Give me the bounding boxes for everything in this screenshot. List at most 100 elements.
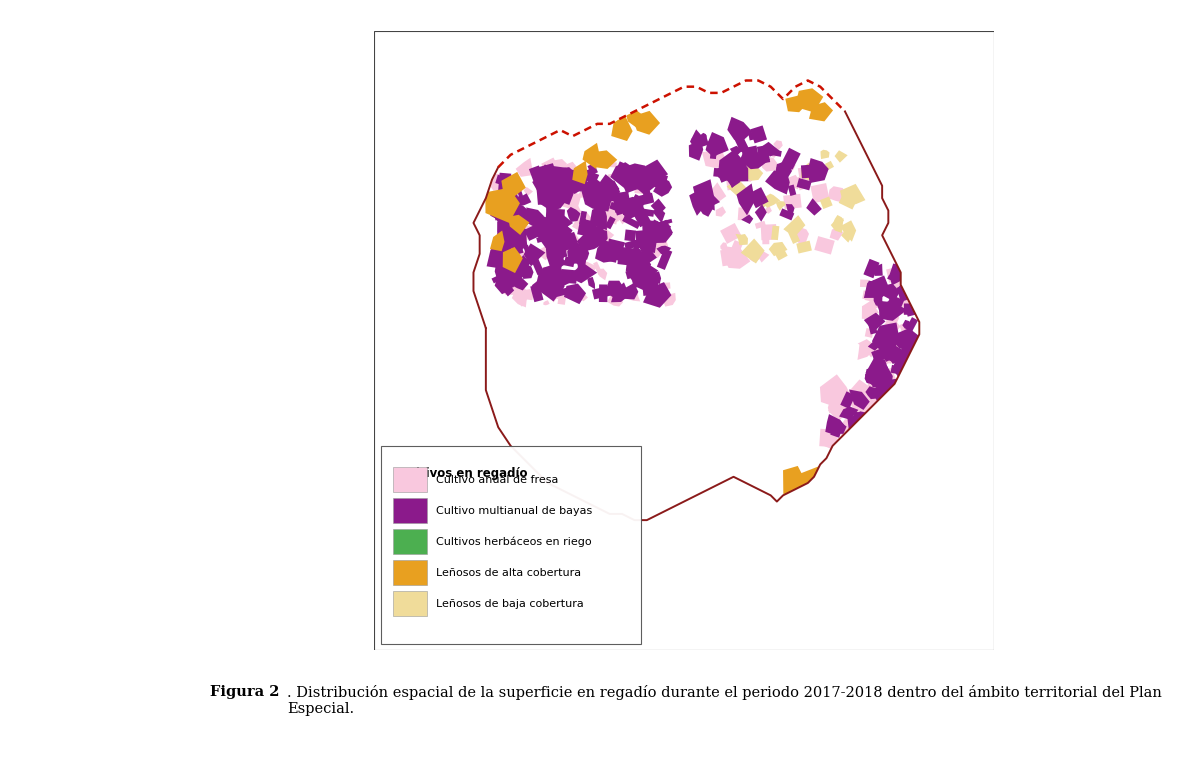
Polygon shape: [866, 377, 888, 398]
Polygon shape: [545, 221, 552, 232]
Polygon shape: [499, 179, 515, 183]
Polygon shape: [581, 177, 612, 211]
Polygon shape: [625, 110, 648, 128]
Polygon shape: [852, 447, 883, 468]
Polygon shape: [580, 293, 588, 301]
Polygon shape: [553, 159, 568, 169]
Polygon shape: [606, 281, 624, 300]
Polygon shape: [580, 211, 587, 225]
Polygon shape: [556, 235, 563, 245]
Polygon shape: [700, 190, 720, 209]
Polygon shape: [744, 165, 763, 180]
Polygon shape: [623, 283, 638, 300]
Polygon shape: [642, 221, 659, 240]
Polygon shape: [500, 197, 510, 204]
Polygon shape: [655, 204, 662, 218]
Polygon shape: [624, 239, 640, 250]
Polygon shape: [722, 163, 743, 188]
Polygon shape: [550, 295, 557, 303]
Polygon shape: [625, 197, 641, 208]
Polygon shape: [584, 180, 593, 193]
Polygon shape: [595, 229, 607, 245]
Polygon shape: [515, 212, 533, 229]
Polygon shape: [523, 245, 532, 258]
Polygon shape: [588, 163, 598, 175]
Polygon shape: [840, 184, 865, 204]
Polygon shape: [485, 188, 520, 223]
Polygon shape: [487, 241, 512, 269]
Polygon shape: [575, 174, 587, 187]
Polygon shape: [638, 268, 653, 281]
Polygon shape: [508, 214, 529, 235]
Polygon shape: [499, 175, 508, 186]
Polygon shape: [773, 140, 782, 152]
Polygon shape: [523, 225, 534, 234]
Polygon shape: [853, 422, 871, 440]
Polygon shape: [713, 168, 727, 178]
Polygon shape: [865, 344, 877, 358]
Polygon shape: [862, 300, 878, 320]
Polygon shape: [882, 418, 892, 425]
Polygon shape: [780, 179, 787, 190]
Polygon shape: [702, 150, 726, 168]
Polygon shape: [608, 216, 619, 223]
Polygon shape: [901, 341, 910, 350]
Polygon shape: [690, 129, 707, 152]
Polygon shape: [542, 221, 572, 242]
Polygon shape: [820, 375, 851, 411]
Polygon shape: [796, 88, 823, 112]
Polygon shape: [512, 229, 527, 251]
Polygon shape: [596, 269, 607, 280]
Polygon shape: [521, 263, 534, 279]
Polygon shape: [659, 228, 672, 243]
Polygon shape: [829, 226, 844, 241]
Polygon shape: [710, 142, 718, 159]
Bar: [374, 31, 994, 650]
Text: Cultivo multianual de bayas: Cultivo multianual de bayas: [437, 506, 593, 515]
Polygon shape: [648, 222, 655, 229]
Polygon shape: [785, 95, 805, 112]
Polygon shape: [506, 205, 534, 224]
Polygon shape: [840, 447, 852, 463]
Polygon shape: [494, 261, 511, 285]
Polygon shape: [720, 242, 727, 252]
Polygon shape: [877, 300, 896, 314]
Polygon shape: [544, 275, 565, 296]
Polygon shape: [664, 293, 676, 307]
Polygon shape: [541, 214, 571, 243]
Polygon shape: [883, 399, 906, 419]
Text: Leñosos de baja cobertura: Leñosos de baja cobertura: [437, 599, 584, 608]
Polygon shape: [630, 194, 640, 207]
Polygon shape: [510, 239, 523, 255]
Polygon shape: [593, 224, 604, 238]
Polygon shape: [602, 162, 617, 167]
Polygon shape: [570, 202, 582, 216]
Polygon shape: [750, 152, 760, 166]
Polygon shape: [743, 167, 755, 182]
Polygon shape: [563, 187, 574, 197]
Polygon shape: [576, 240, 586, 248]
Polygon shape: [649, 172, 668, 190]
Polygon shape: [546, 208, 565, 224]
Polygon shape: [828, 396, 852, 421]
Polygon shape: [554, 183, 575, 205]
Polygon shape: [577, 233, 605, 252]
Polygon shape: [797, 241, 812, 254]
Polygon shape: [865, 386, 877, 399]
Polygon shape: [572, 161, 588, 184]
Polygon shape: [827, 421, 840, 435]
Polygon shape: [784, 215, 805, 237]
Polygon shape: [850, 389, 870, 410]
Polygon shape: [880, 301, 907, 321]
Polygon shape: [864, 389, 886, 403]
Polygon shape: [868, 319, 877, 334]
Polygon shape: [853, 412, 863, 426]
FancyBboxPatch shape: [392, 591, 427, 616]
Polygon shape: [582, 143, 599, 169]
Polygon shape: [798, 166, 816, 178]
Polygon shape: [896, 286, 907, 302]
Polygon shape: [756, 250, 769, 262]
Polygon shape: [707, 142, 726, 156]
Polygon shape: [635, 180, 648, 194]
Polygon shape: [577, 218, 596, 238]
